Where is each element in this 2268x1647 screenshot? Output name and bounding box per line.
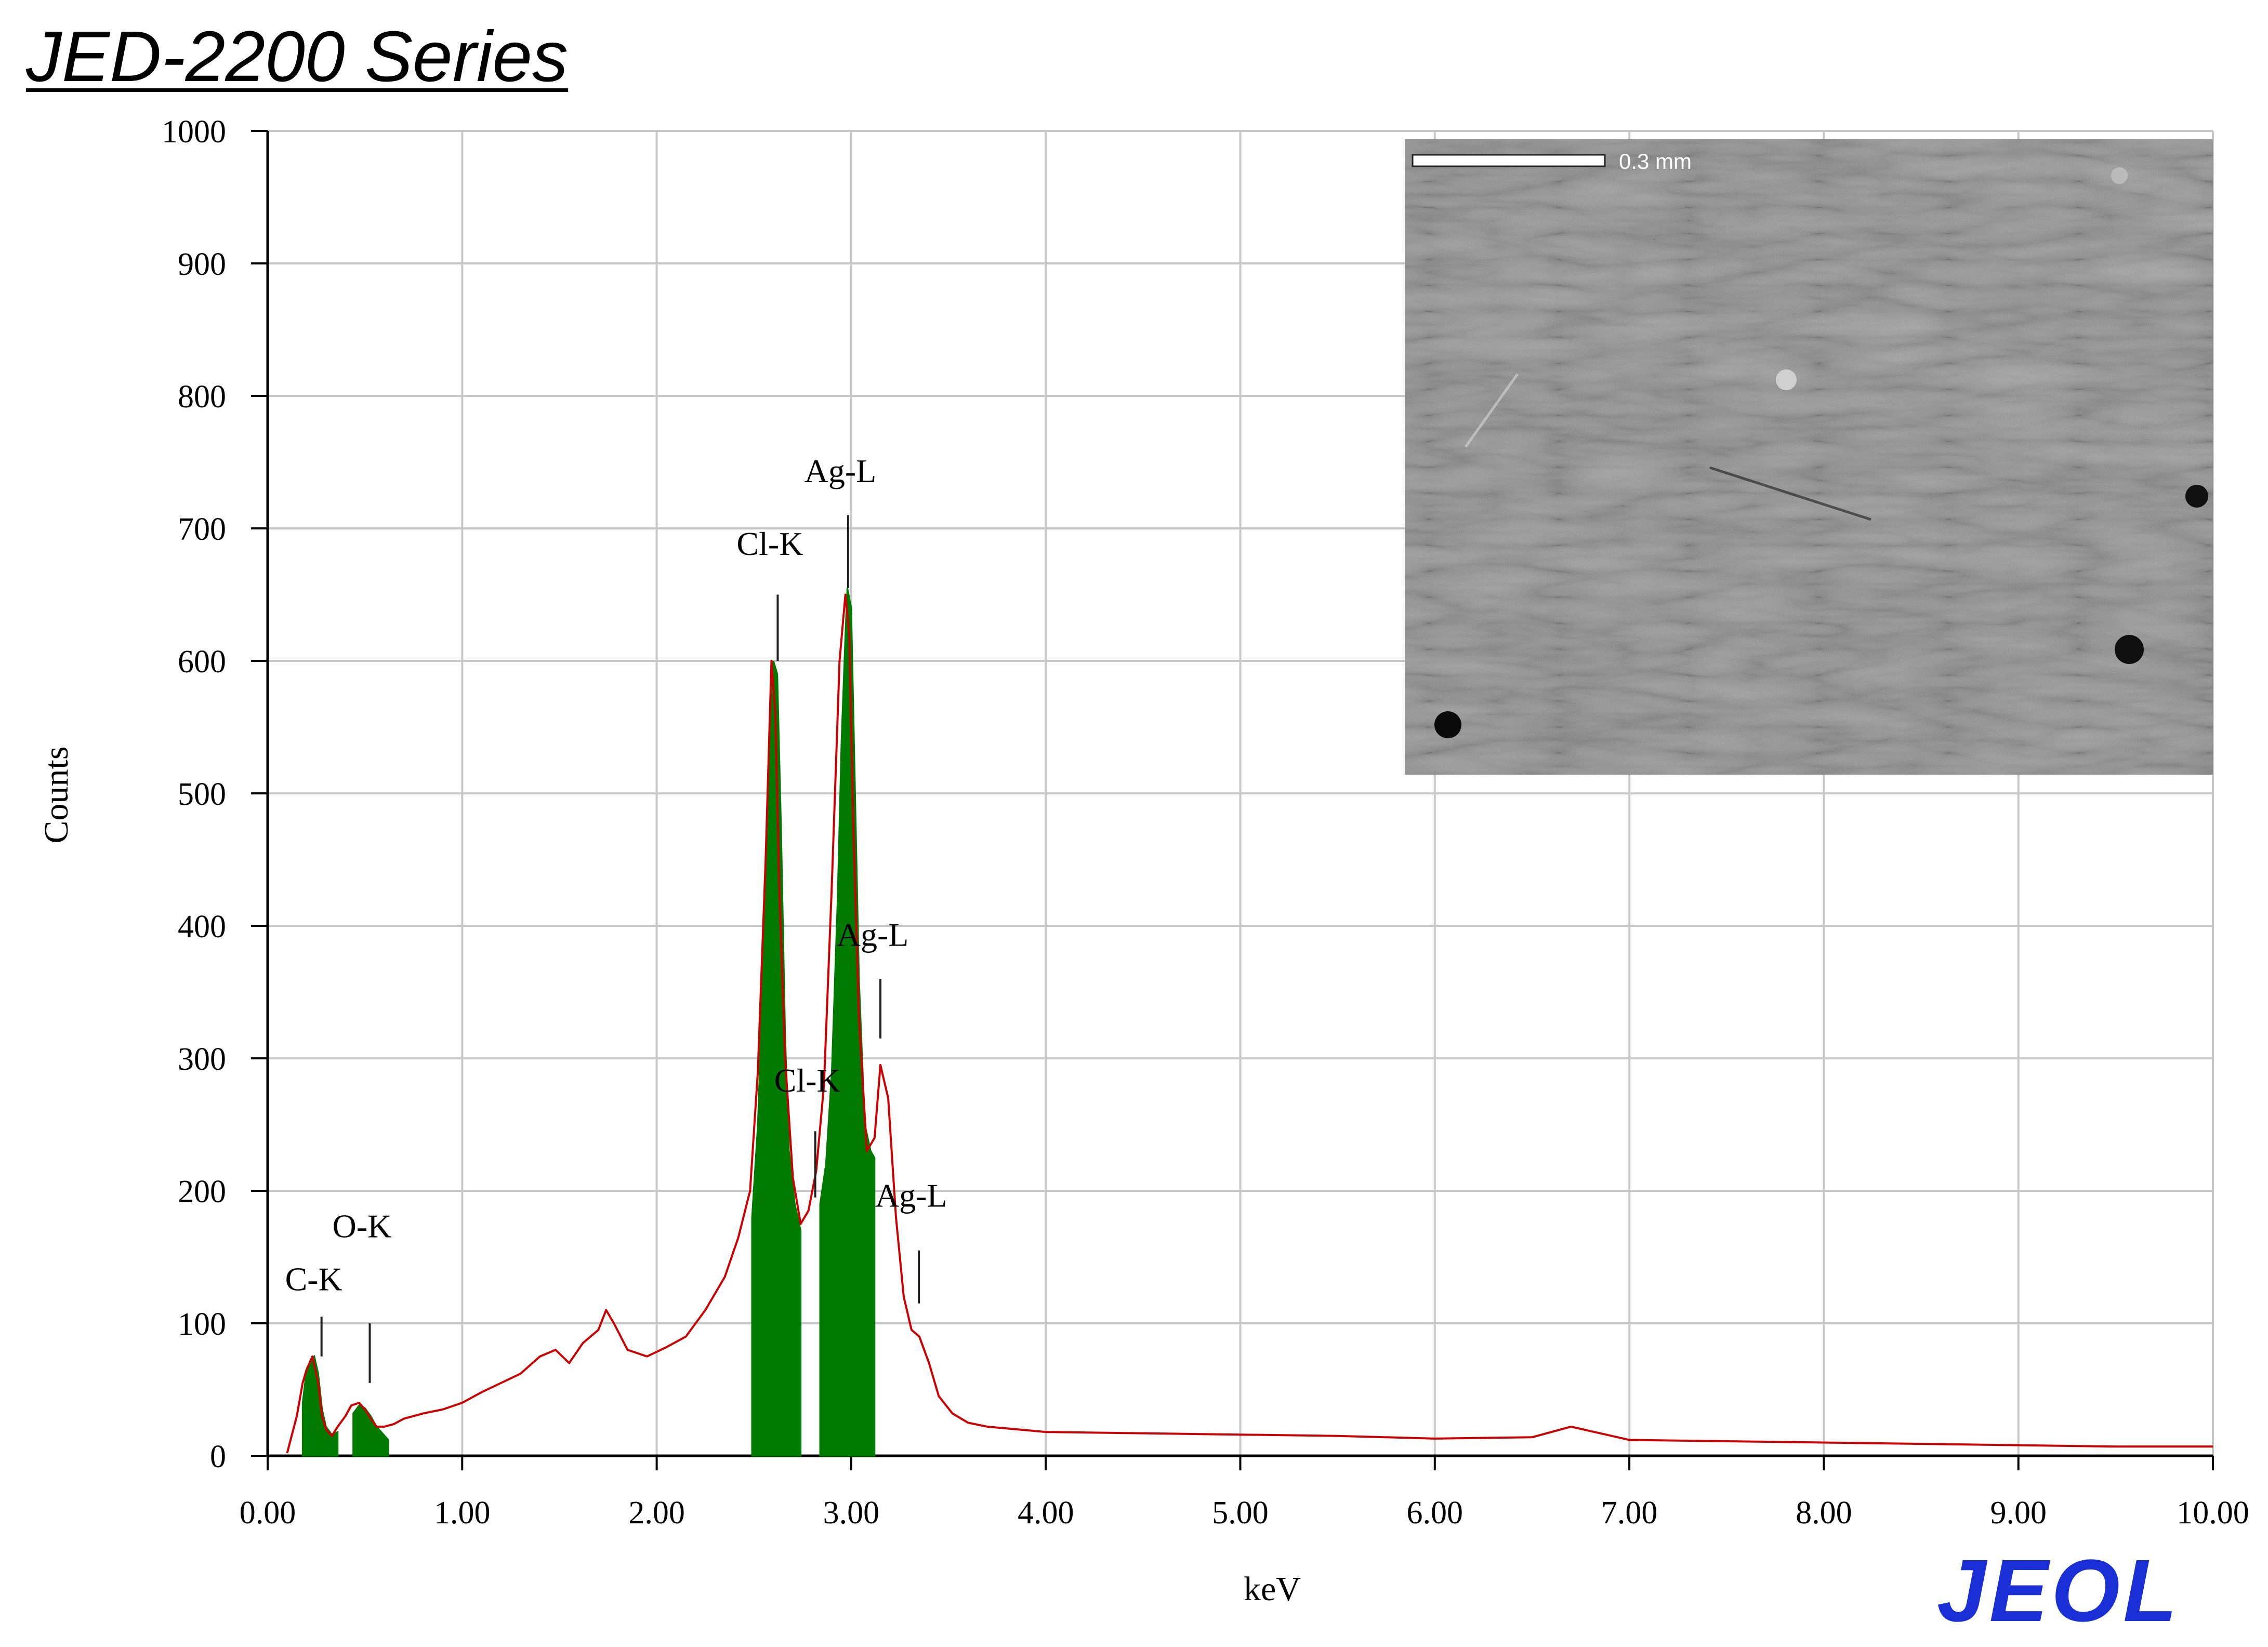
- y-tick-label: 1000: [162, 114, 226, 150]
- x-tick-label: 7.00: [1601, 1495, 1658, 1531]
- y-tick-label: 400: [178, 909, 226, 945]
- y-tick-label: 200: [178, 1174, 226, 1210]
- page-title: JED-2200 Series: [26, 17, 569, 97]
- spectrum-line: [286, 593, 2213, 1454]
- x-tick-label: 6.00: [1407, 1495, 1463, 1531]
- sem-scratch: [1464, 373, 1519, 448]
- sem-pore: [1434, 711, 1461, 738]
- scale-bar: [1412, 154, 1606, 167]
- peak-label: O-K: [333, 1207, 392, 1244]
- sem-inset: 0.3 mm: [1405, 139, 2213, 775]
- peak-label: C-K: [285, 1260, 342, 1297]
- y-tick-label: 100: [178, 1307, 226, 1342]
- jeol-logo: JEOL: [1937, 1542, 2180, 1640]
- sem-pore: [2115, 635, 2144, 664]
- sem-particle: [2111, 167, 2128, 184]
- x-tick-label: 0.00: [240, 1495, 296, 1531]
- x-axis-title: keV: [1244, 1570, 1301, 1608]
- y-tick-label: 900: [178, 247, 226, 282]
- peak-label: Cl-K: [774, 1062, 841, 1099]
- tick-labels: 0.00 1.00 2.00 3.00 4.00 5.00 6.00 7.00 8.00 9.00…: [162, 114, 2249, 1531]
- x-tick-label: 8.00: [1796, 1495, 1852, 1531]
- y-axis-title: Counts: [37, 746, 75, 843]
- sem-pore: [2185, 485, 2208, 508]
- spectrum-line-layer: [286, 593, 2213, 1454]
- x-tick-label: 3.00: [823, 1495, 880, 1531]
- x-tick-label: 4.00: [1018, 1495, 1074, 1531]
- peak-fill-region: [751, 660, 802, 1457]
- peak-fill-region: [819, 588, 876, 1457]
- peak-label: Cl-K: [736, 525, 803, 562]
- scale-bar-label: 0.3 mm: [1619, 149, 1692, 174]
- y-tick-label: 500: [178, 777, 226, 812]
- sem-scratch: [1709, 466, 1871, 521]
- peak-fill-region: [352, 1404, 389, 1457]
- peak-label: Ag-L: [875, 1177, 947, 1214]
- peak-label: Ag-L: [805, 453, 877, 489]
- x-tick-label: 2.00: [628, 1495, 685, 1531]
- y-tick-label: 600: [178, 644, 226, 680]
- y-tick-label: 700: [178, 512, 226, 547]
- chart-axes: [251, 130, 2214, 1470]
- y-tick-label: 300: [178, 1042, 226, 1077]
- x-tick-label: 9.00: [1990, 1495, 2047, 1531]
- sem-particle: [1776, 369, 1797, 390]
- y-tick-label: 800: [178, 379, 226, 415]
- peak-fill-regions: [301, 588, 876, 1457]
- x-tick-label: 1.00: [434, 1495, 491, 1531]
- y-tick-label: 0: [210, 1439, 226, 1475]
- peak-annotations: C-KO-KCl-KAg-LAg-LCl-KAg-L: [285, 453, 947, 1383]
- x-tick-label: 10.00: [2177, 1495, 2249, 1531]
- x-tick-label: 5.00: [1212, 1495, 1269, 1531]
- peak-label: Ag-L: [837, 916, 909, 953]
